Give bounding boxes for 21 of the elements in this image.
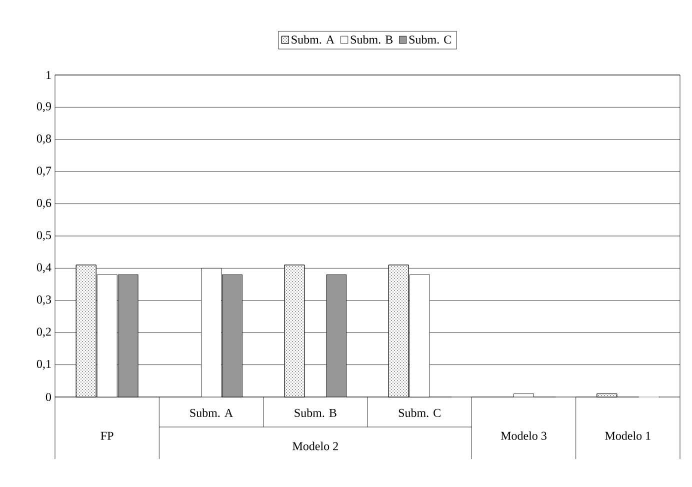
y-tick-label: 0,7: [36, 166, 52, 177]
legend-label: Subm. C: [409, 35, 451, 44]
x-tick-label: FP: [100, 432, 114, 440]
text: Modelo 2: [292, 442, 338, 450]
legend-label: Subm. A: [292, 35, 334, 44]
y-tick-label: 0: [46, 392, 52, 402]
x-tick-label: Modelo 1: [605, 431, 650, 440]
y-tick-label: 0,2: [36, 328, 51, 338]
x-tick-label: Modelo 3: [500, 431, 546, 440]
y-tick-label: 1: [46, 71, 51, 79]
legend-label: Subm. B: [350, 35, 393, 44]
y-tick-label: 0,8: [36, 134, 52, 144]
y-tick-label: 0,9: [36, 102, 51, 112]
y-tick-label: 0,5: [36, 231, 52, 241]
y-tick-label: 0,1: [36, 360, 51, 370]
y-tick-label: 0,3: [36, 295, 52, 306]
x-tick-label: Subm. B: [294, 408, 336, 418]
x-tick-label: Subm. C: [398, 408, 440, 418]
y-tick-label: 0,4: [36, 263, 52, 274]
x-tick-label: Subm. A: [190, 408, 233, 418]
y-tick-label: 0,6: [36, 198, 52, 209]
